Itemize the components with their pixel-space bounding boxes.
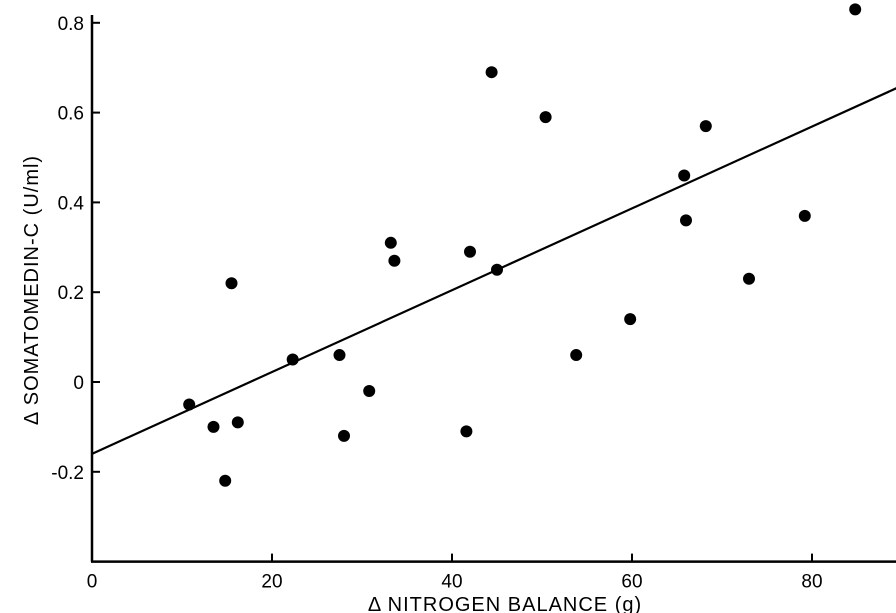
data-point — [699, 120, 712, 133]
data-point — [231, 416, 244, 429]
data-point — [849, 3, 862, 16]
data-point — [460, 425, 473, 438]
data-point — [539, 111, 552, 124]
data-points — [183, 3, 862, 487]
y-tick-label: 0 — [73, 373, 84, 394]
data-point — [680, 214, 692, 227]
y-axis-title: Δ SOMATOMEDIN-C (U/ml) — [21, 155, 43, 425]
x-tick-label: 60 — [621, 572, 642, 593]
data-point — [491, 263, 503, 276]
data-point — [333, 349, 346, 362]
x-tick-label: 40 — [441, 572, 462, 593]
x-tick-label: 0 — [87, 572, 98, 593]
data-point — [219, 474, 232, 487]
data-point — [207, 420, 220, 433]
data-point — [678, 169, 691, 182]
data-point — [225, 277, 238, 290]
y-tick-label: 0.8 — [58, 14, 84, 35]
data-point — [384, 236, 397, 249]
data-point — [624, 313, 637, 326]
data-point — [798, 209, 811, 222]
data-point — [338, 429, 350, 442]
y-tick-label: -0.2 — [51, 463, 84, 484]
data-point — [363, 384, 376, 397]
data-point — [388, 254, 401, 267]
data-point — [464, 245, 476, 258]
data-point — [183, 398, 196, 411]
x-axis-title: Δ NITROGEN BALANCE (g) — [368, 594, 642, 613]
y-tick-label: 0.2 — [58, 283, 84, 304]
x-tick-label: 80 — [801, 572, 822, 593]
ticks: 0 20 40 60 80 -0.2 0 0.2 0.4 0.6 0.8 — [51, 14, 822, 593]
data-point — [286, 353, 299, 366]
data-point — [485, 66, 498, 79]
axes — [90, 15, 896, 563]
y-tick-label: 0.6 — [58, 104, 84, 125]
x-tick-label: 20 — [261, 572, 282, 593]
y-tick-label: 0.4 — [58, 193, 85, 214]
data-point — [743, 272, 755, 285]
data-point — [570, 349, 583, 362]
